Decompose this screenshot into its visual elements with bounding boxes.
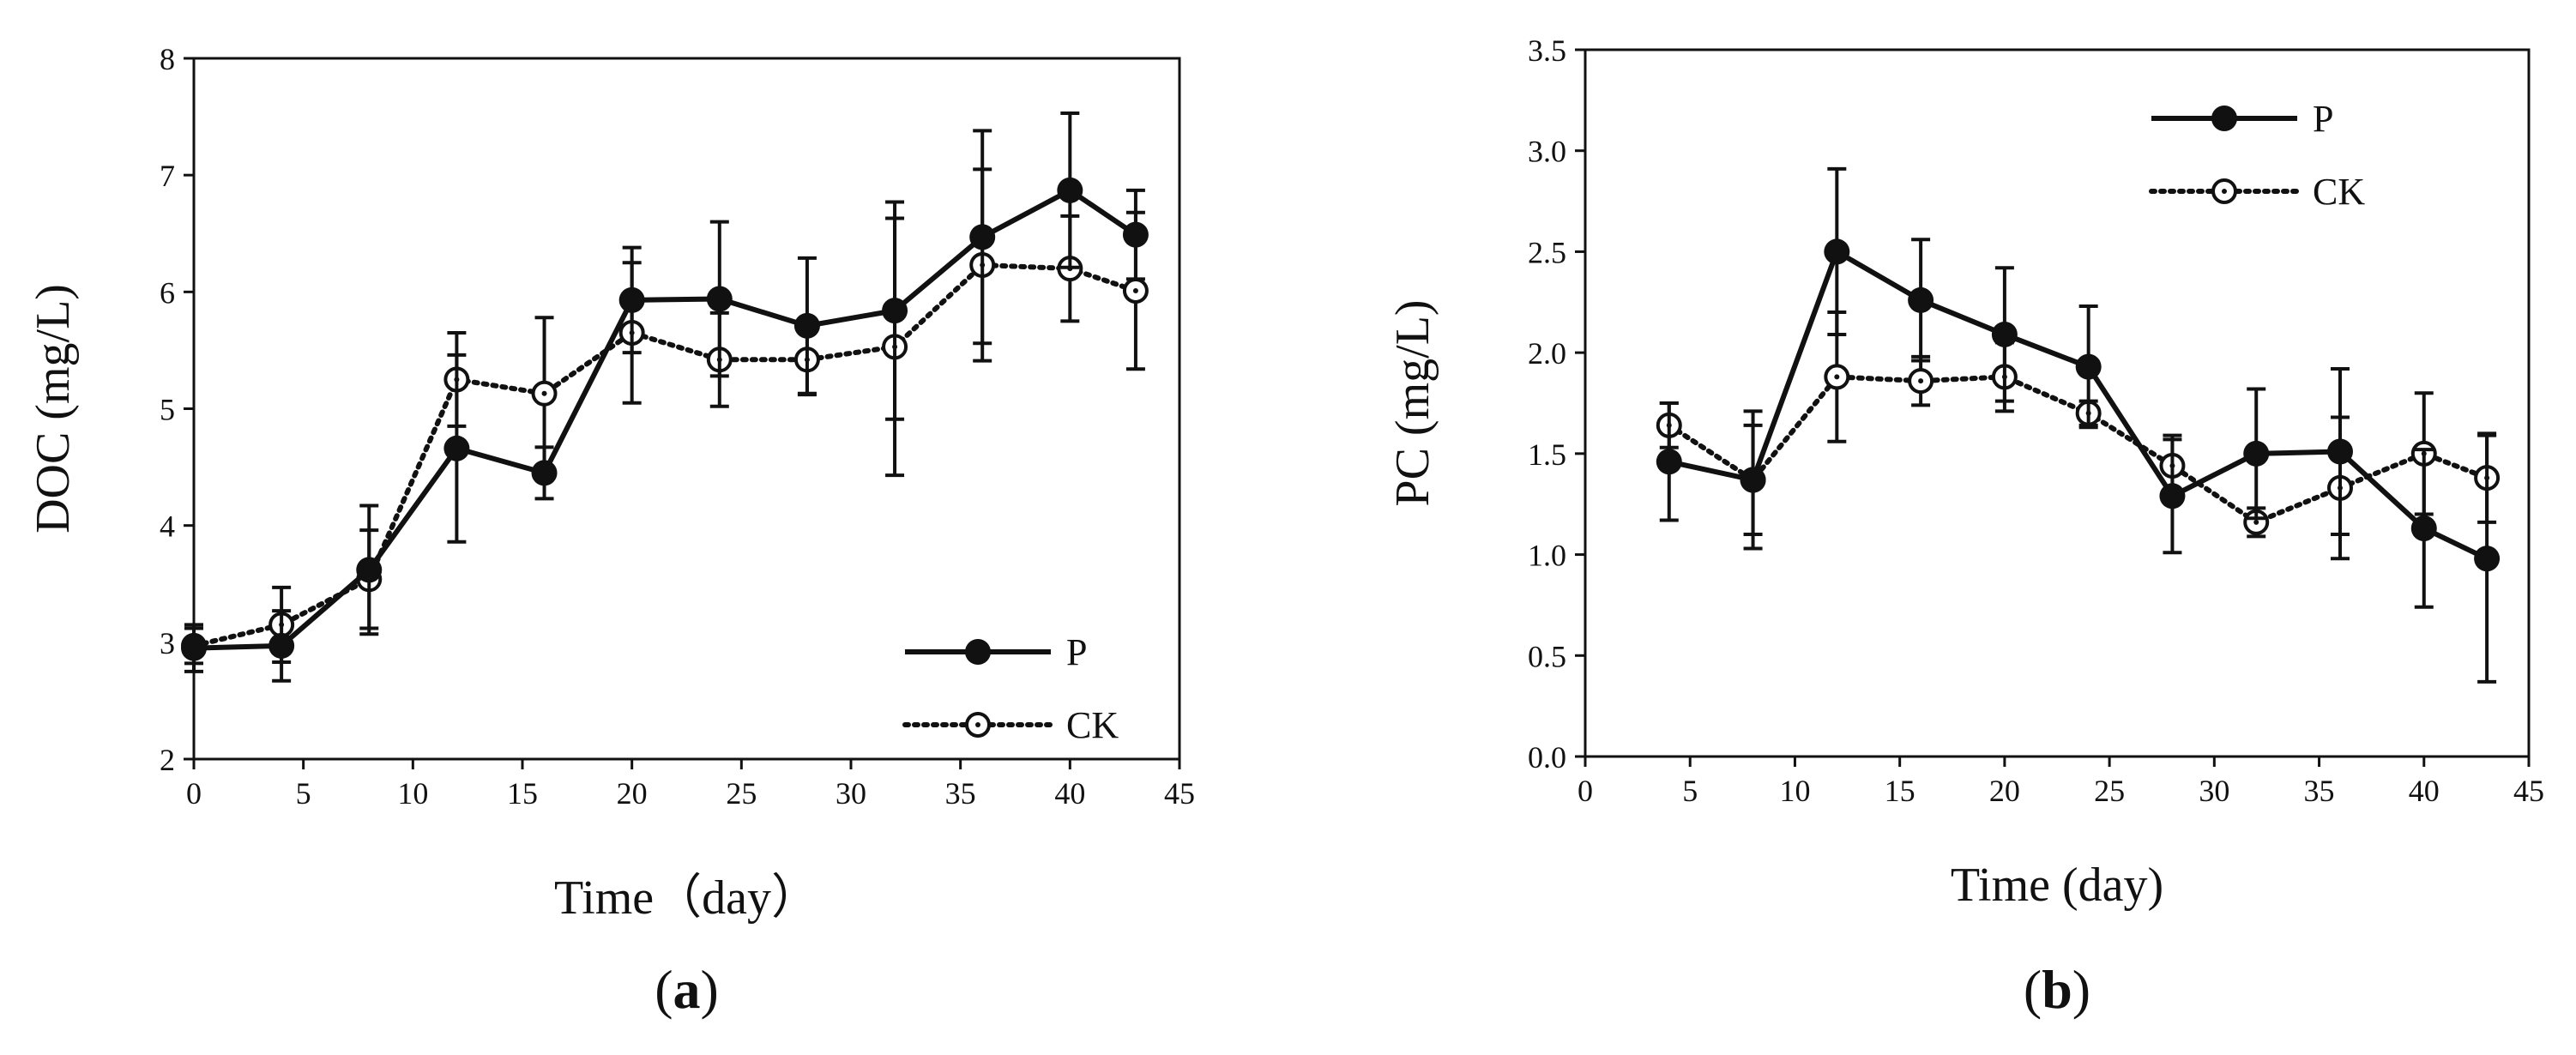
series-ck <box>181 167 1149 666</box>
data-point <box>2474 546 2501 572</box>
legend-label: P <box>1066 631 1087 673</box>
y-tick-label: 2 <box>160 743 175 777</box>
data-point <box>1057 177 1083 203</box>
panel-label-close-paren: ) <box>701 959 719 1020</box>
data-point-dot <box>541 390 547 396</box>
series-p <box>1656 166 2501 684</box>
y-tick-label: 3.0 <box>1528 135 1566 169</box>
data-point <box>1991 321 2018 347</box>
chart-panel-b: 0 5 10 15 20 25 30 35 40 45 0.0 0.5 1.0 1.5 2.0 2.5 3.0 3… <box>1386 33 2544 1020</box>
data-point <box>356 557 383 583</box>
y-tick-label: 8 <box>160 42 175 76</box>
data-point <box>1122 221 1149 248</box>
data-point <box>706 286 733 312</box>
x-tick-label: 15 <box>1885 774 1915 808</box>
data-point <box>1908 286 1934 313</box>
data-point-dot <box>2253 519 2259 525</box>
x-tick-label: 25 <box>726 776 757 811</box>
legend-marker <box>965 639 991 665</box>
x-tick-label: 45 <box>1164 776 1195 811</box>
y-axis-title: DOC (mg/L) <box>27 284 80 534</box>
legend-marker <box>2211 106 2237 131</box>
y-tick-label: 6 <box>160 275 175 310</box>
data-point <box>969 224 996 250</box>
data-point <box>1656 449 1682 475</box>
plot-frame <box>1584 48 2531 758</box>
legend-label: P <box>2313 98 2333 140</box>
panel-label-open-paren: ( <box>2024 959 2042 1020</box>
x-tick-label: 10 <box>397 776 428 811</box>
legend-marker-dot <box>975 722 980 727</box>
legend: P CK <box>2149 98 2365 213</box>
data-point <box>2327 438 2353 465</box>
legend-label: CK <box>2313 171 2365 213</box>
y-tick-label: 1.5 <box>1528 437 1566 472</box>
data-point <box>618 286 645 313</box>
x-tick-label: 0 <box>186 776 202 811</box>
x-tick-label: 35 <box>945 776 976 811</box>
x-tick-label: 20 <box>1989 774 2020 808</box>
data-point <box>531 460 558 486</box>
data-point <box>1824 238 1850 265</box>
x-tick-label: 20 <box>617 776 648 811</box>
x-tick-label: 45 <box>2513 774 2544 808</box>
series-p <box>181 111 1149 683</box>
x-tick-label: 40 <box>2409 774 2440 808</box>
x-tick-label: 25 <box>2094 774 2125 808</box>
data-point-dot <box>1132 287 1138 293</box>
series-line <box>1668 249 2489 561</box>
data-point <box>181 635 207 661</box>
legend-marker-dot <box>2222 189 2227 194</box>
data-point <box>1740 467 1766 493</box>
data-point <box>2243 440 2270 467</box>
series-line <box>193 187 1137 651</box>
data-point <box>2410 515 2437 541</box>
y-tick-label: 1.0 <box>1528 539 1566 573</box>
y-tick-label: 7 <box>160 159 175 193</box>
y-tick-label: 0.0 <box>1528 740 1566 775</box>
panel-label: (a) <box>655 959 719 1020</box>
x-axis-title: Time (day) <box>1951 859 2163 912</box>
y-tick-label: 0.5 <box>1528 639 1566 673</box>
legend-label: CK <box>1066 704 1119 746</box>
x-tick-label: 0 <box>1578 774 1593 808</box>
panel-label-open-paren: ( <box>655 959 673 1020</box>
x-tick-label: 10 <box>1779 774 1810 808</box>
x-tick-label: 5 <box>1682 774 1698 808</box>
panel-label-close-paren: ) <box>2072 959 2090 1020</box>
data-point <box>268 632 295 659</box>
y-tick-label: 3.5 <box>1528 33 1566 68</box>
panel-label: (b) <box>2024 959 2090 1020</box>
series-line <box>191 262 1138 648</box>
series-ck <box>1656 310 2501 561</box>
y-axis-title: PC (mg/L) <box>1386 299 1439 506</box>
data-point <box>793 312 820 339</box>
x-tick-label: 5 <box>296 776 311 811</box>
data-point-dot <box>1918 378 1924 384</box>
y-tick-label: 2.5 <box>1528 235 1566 269</box>
data-point <box>882 298 908 324</box>
y-tick-label: 4 <box>160 509 175 544</box>
x-axis-title: Time（day） <box>554 871 819 925</box>
panel-label-letter: a <box>673 959 701 1020</box>
data-point <box>2159 483 2186 509</box>
panel-label-letter: b <box>2042 959 2072 1020</box>
data-point-dot <box>1834 374 1840 380</box>
x-tick-label: 15 <box>507 776 538 811</box>
legend: P CK <box>902 631 1119 746</box>
data-point <box>2075 353 2102 380</box>
x-tick-label: 35 <box>2304 774 2335 808</box>
x-tick-label: 30 <box>836 776 866 811</box>
series-line <box>1666 374 2490 525</box>
data-point <box>443 435 470 461</box>
y-tick-label: 2.0 <box>1528 336 1566 371</box>
y-tick-label: 3 <box>160 626 175 660</box>
y-tick-label: 5 <box>160 393 175 427</box>
x-tick-label: 30 <box>2199 774 2229 808</box>
x-tick-label: 40 <box>1054 776 1085 811</box>
